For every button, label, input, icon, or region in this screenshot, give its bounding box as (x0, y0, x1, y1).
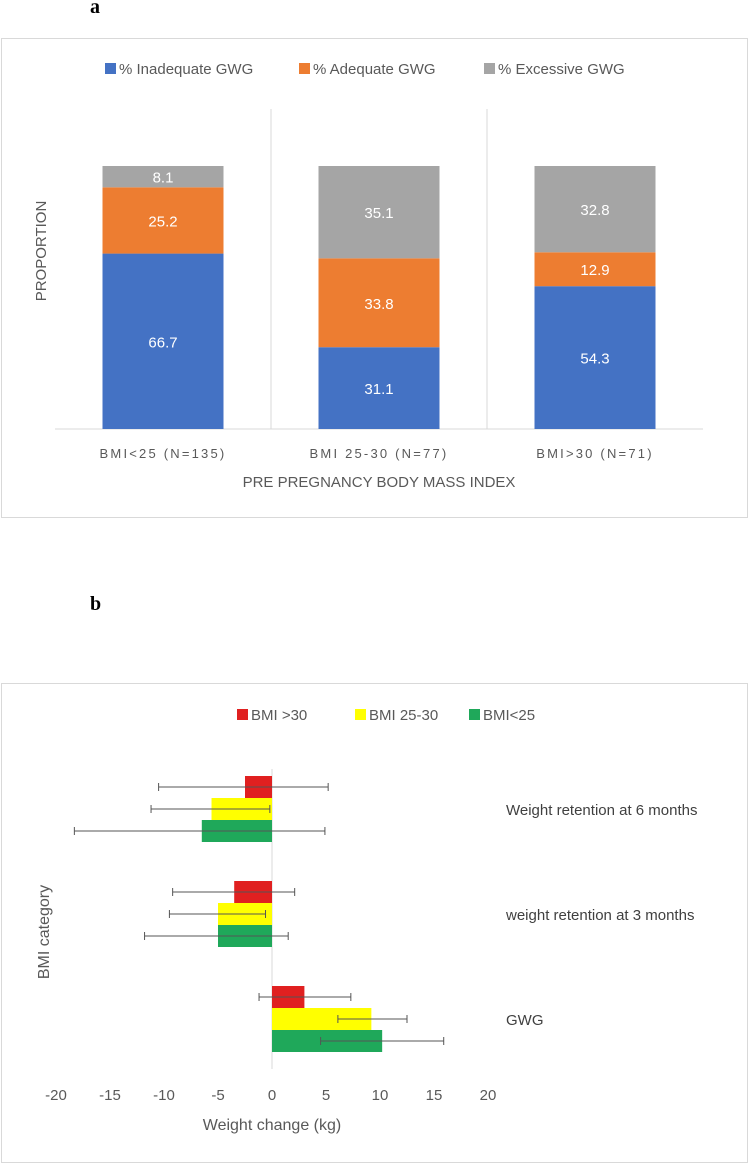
legend-label-0: % Inadequate GWG (119, 61, 253, 78)
bar-segment (102, 187, 224, 254)
data-label: 12.9 (580, 262, 609, 279)
bar-segment (534, 166, 656, 253)
x-tick-label: 15 (426, 1087, 443, 1104)
x-axis-title: PRE PREGNANCY BODY MASS INDEX (243, 474, 516, 491)
horizontal-bar-chart: BMI >30 BMI 25-30 BMI<25 Weight retention a… (36, 707, 698, 1134)
data-label: 31.1 (364, 381, 393, 398)
x-tick-label: BMI<25 (N=135) (100, 446, 227, 461)
x-tick-label: -15 (99, 1087, 121, 1104)
legend-label-2: % Excessive GWG (498, 61, 625, 78)
bar (272, 1008, 372, 1030)
horizontal-bar-chart-frame: BMI >30 BMI 25-30 BMI<25 Weight retention a… (1, 683, 748, 1163)
x-tick-label: BMI 25-30 (N=77) (310, 446, 449, 461)
x-tick-label: 20 (480, 1087, 497, 1104)
x-tick-label: 0 (268, 1087, 276, 1104)
legend-label-1: BMI 25-30 (369, 707, 438, 724)
data-label: 66.7 (148, 334, 177, 351)
data-label: 54.3 (580, 351, 609, 368)
legend-swatch-1 (355, 709, 366, 720)
bar-segment (318, 347, 440, 429)
data-label: 35.1 (364, 205, 393, 222)
legend-swatch-2 (469, 709, 480, 720)
category-label: Weight retention at 6 months (506, 802, 698, 819)
legend-swatch-1 (299, 63, 310, 74)
stacked-bar-chart-frame: % Inadequate GWG % Adequate GWG % Excessiv… (1, 38, 748, 518)
legend-label-2: BMI<25 (483, 707, 535, 724)
data-label: 33.8 (364, 296, 393, 313)
data-label: 25.2 (148, 213, 177, 230)
bar-segment (102, 253, 224, 429)
x-tick-label: 5 (322, 1087, 330, 1104)
legend-swatch-0 (237, 709, 248, 720)
bar-segment (318, 166, 440, 259)
bar-segment (534, 252, 656, 287)
legend-swatch-2 (484, 63, 495, 74)
y-axis-title: BMI category (36, 885, 53, 979)
data-label: 8.1 (153, 170, 174, 187)
x-tick-label: -5 (211, 1087, 224, 1104)
panel-label-b: b (90, 593, 102, 615)
bar-segment (102, 166, 224, 188)
x-tick-label: 10 (372, 1087, 389, 1104)
stacked-bar-chart: % Inadequate GWG % Adequate GWG % Excessiv… (33, 61, 703, 491)
category-label: GWG (506, 1012, 544, 1029)
x-tick-label: -10 (153, 1087, 175, 1104)
panel-label-a: a (90, 0, 100, 18)
bar-segment (318, 258, 440, 348)
y-axis-title: PROPORTION (33, 201, 50, 302)
legend-label-0: BMI >30 (251, 707, 307, 724)
legend-label-1: % Adequate GWG (313, 61, 436, 78)
legend-swatch-0 (105, 63, 116, 74)
bar-segment (534, 286, 656, 429)
x-tick-label: -20 (45, 1087, 67, 1104)
category-label: weight retention at 3 months (505, 907, 694, 924)
x-axis-title: Weight change (kg) (203, 1117, 341, 1134)
data-label: 32.8 (580, 202, 609, 219)
x-tick-label: BMI>30 (N=71) (536, 446, 653, 461)
